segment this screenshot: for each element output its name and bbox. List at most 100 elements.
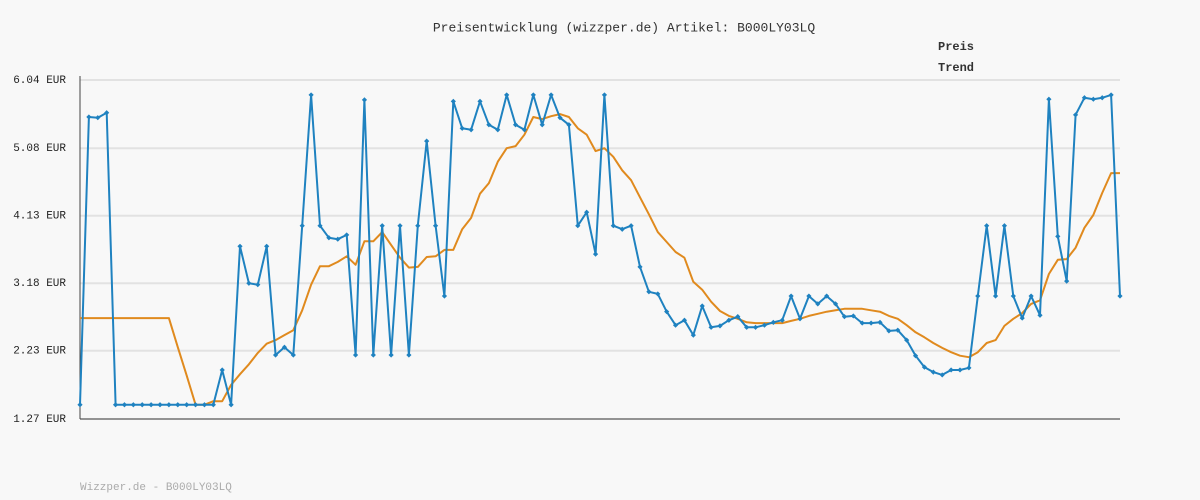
point [761,322,768,328]
point [1064,278,1070,284]
point [877,319,883,325]
point [797,316,803,322]
point [210,402,216,408]
point [592,251,599,257]
point [655,291,661,297]
chart-title: Preisentwicklung (wizzper.de) Artikel: B… [433,20,815,35]
point [824,293,830,299]
point [335,236,341,242]
point [424,138,430,144]
point [1055,233,1061,239]
point [984,223,990,229]
point [708,324,714,330]
point [681,317,688,323]
point [157,402,163,408]
point [788,293,794,299]
point [299,223,305,229]
point [992,293,999,299]
point [548,92,554,98]
point [868,320,874,326]
point [930,369,936,375]
point [948,367,954,373]
point [237,243,243,249]
point [406,352,412,358]
point [246,280,252,286]
point [450,98,456,104]
point [895,327,901,333]
point [441,293,448,299]
point [326,235,332,241]
point [477,98,483,104]
point [504,92,510,98]
point [584,209,590,215]
point [361,97,368,103]
point [912,353,919,359]
point [726,317,732,323]
point [610,223,616,229]
point [352,352,359,358]
point [308,92,314,98]
point [1010,293,1016,299]
point [628,223,634,229]
point [1037,312,1043,318]
point [690,332,696,338]
point [468,127,474,133]
series-line [80,113,1120,406]
point [290,352,296,358]
point [432,223,439,229]
point [1028,293,1034,299]
point [281,344,288,350]
point [130,402,136,408]
point [192,402,199,408]
point [815,301,821,307]
point [139,402,145,408]
y-tick-label: 4.13 EUR [13,211,66,223]
point [779,317,785,323]
point [264,243,270,249]
point [201,402,208,408]
point [1046,96,1052,102]
point [512,122,519,128]
y-tick-label: 1.27 EUR [13,414,66,426]
y-tick-label: 3.18 EUR [13,278,66,290]
point [184,402,190,408]
point [717,323,723,329]
point [486,122,492,128]
point [664,309,670,315]
point [886,328,892,334]
point [317,223,323,229]
point [806,293,812,299]
point [397,223,403,229]
point [744,324,750,330]
point [1019,315,1025,321]
series-line [79,93,1121,406]
point [344,232,350,238]
point [86,114,92,120]
point [1072,112,1079,118]
point [1081,95,1088,101]
point [850,313,856,319]
point [1108,92,1114,98]
point [459,125,465,131]
y-tick-label: 2.23 EUR [13,346,66,358]
point [219,367,225,373]
point [530,92,536,98]
point [619,226,625,232]
point [95,115,101,121]
point [415,223,421,229]
point [1117,293,1123,299]
point [379,223,385,229]
point [112,402,119,408]
point [148,402,154,408]
point [975,293,981,299]
y-tick-label: 5.08 EUR [13,143,66,155]
point [832,301,839,307]
point [921,364,928,370]
point [699,303,705,309]
point [1090,96,1096,102]
point [646,289,652,295]
footer: Wizzper.de - B000LY03LQ [80,482,232,494]
point [521,127,528,133]
point [770,319,776,325]
